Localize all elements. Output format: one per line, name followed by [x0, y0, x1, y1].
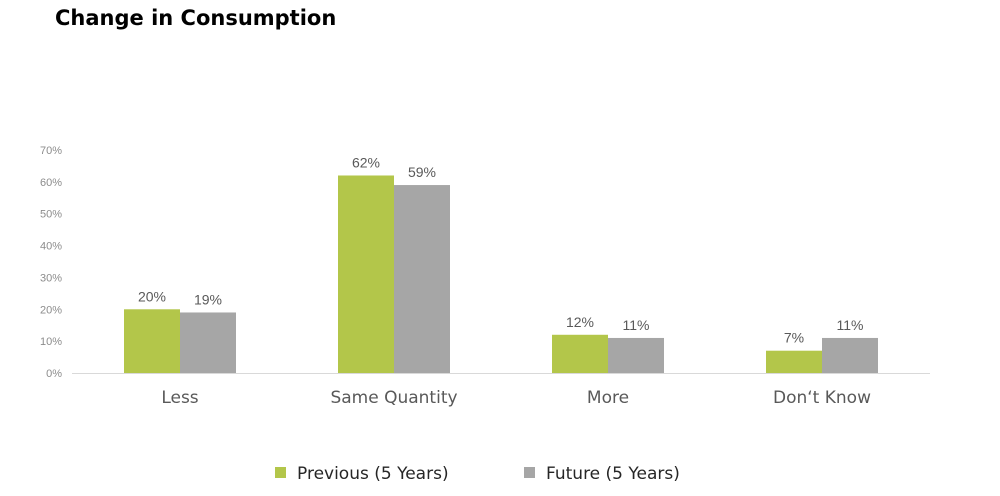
bar-previous [124, 309, 180, 373]
data-label: 20% [138, 288, 166, 304]
chart-title: Change in Consumption [55, 6, 337, 30]
y-tick-label: 10% [40, 336, 62, 348]
category-label: More [587, 388, 629, 408]
bar-previous [338, 175, 394, 373]
y-tick-label: 70% [40, 145, 62, 157]
bar-future [608, 337, 664, 373]
data-label: 7% [784, 330, 804, 346]
bar-future [822, 337, 878, 373]
bar-previous [766, 350, 822, 373]
legend-label: Previous (5 Years) [297, 464, 449, 484]
y-tick-label: 40% [40, 241, 62, 253]
legend-label: Future (5 Years) [546, 464, 680, 484]
legend-swatch [275, 467, 286, 478]
data-label: 59% [408, 164, 436, 180]
category-label: Less [161, 388, 198, 408]
data-label: 11% [837, 317, 864, 333]
y-tick-label: 20% [40, 304, 62, 316]
data-label: 12% [566, 314, 594, 330]
bar-future [180, 312, 236, 373]
data-label: 19% [194, 291, 222, 307]
bar-future [394, 185, 450, 373]
bar-previous [552, 334, 608, 373]
y-tick-label: 0% [46, 368, 62, 380]
category-label: Don‘t Know [773, 388, 871, 408]
y-tick-label: 60% [40, 177, 62, 189]
category-label: Same Quantity [330, 388, 457, 408]
y-tick-label: 50% [40, 209, 62, 221]
data-label: 11% [623, 317, 650, 333]
data-label: 62% [352, 154, 380, 170]
y-tick-label: 30% [40, 272, 62, 284]
legend-swatch [524, 467, 535, 478]
